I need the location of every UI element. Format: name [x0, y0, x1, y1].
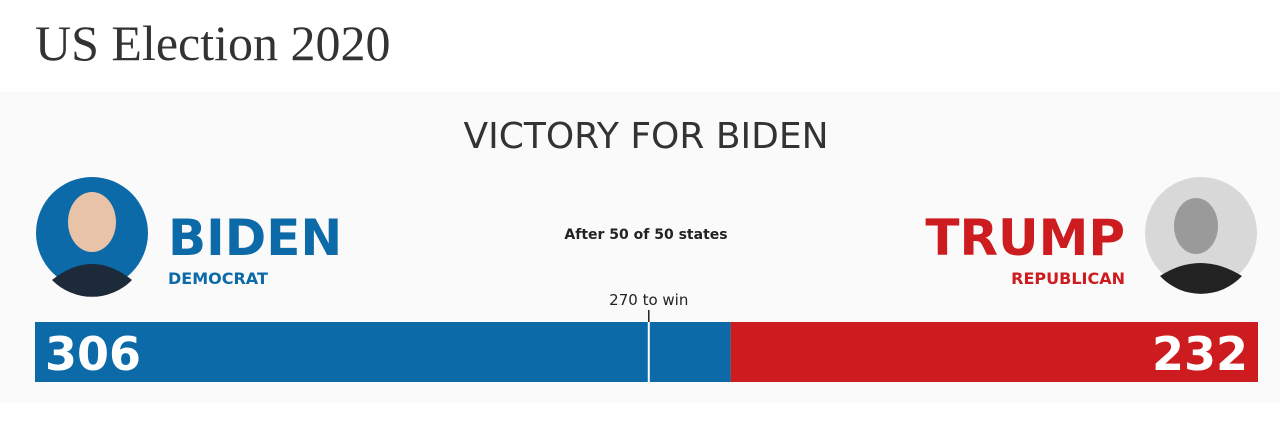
portrait — [36, 177, 148, 297]
headline: VICTORY FOR BIDEN — [463, 116, 828, 157]
candidate-name: BIDEN — [168, 209, 342, 267]
progress: After 50 of 50 states — [564, 227, 727, 243]
candidate-party: REPUBLICAN — [1011, 269, 1125, 288]
candidate-name: TRUMP — [925, 209, 1125, 267]
candidate-party: DEMOCRAT — [168, 269, 268, 288]
vote-count: 232 — [1152, 327, 1248, 381]
vote-bar — [730, 322, 1258, 382]
threshold-label: 270 to win — [609, 291, 688, 309]
vote-bar — [35, 322, 731, 382]
page-title: US Election 2020 — [35, 15, 391, 71]
vote-count: 306 — [45, 327, 141, 381]
portrait — [1145, 177, 1257, 294]
